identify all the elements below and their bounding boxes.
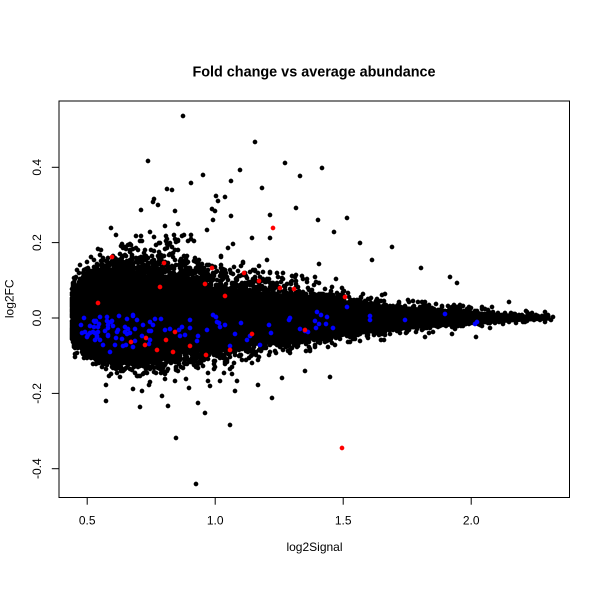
svg-text:log2FC: log2FC	[3, 279, 17, 318]
svg-text:-0.2: -0.2	[30, 383, 44, 404]
svg-text:0.0: 0.0	[30, 309, 44, 326]
svg-text:0.4: 0.4	[30, 159, 44, 176]
svg-text:log2Signal: log2Signal	[286, 540, 342, 554]
svg-text:1.5: 1.5	[335, 513, 352, 527]
svg-text:2.0: 2.0	[463, 513, 480, 527]
svg-text:Fold change vs average abundan: Fold change vs average abundance	[192, 65, 435, 81]
svg-text:-0.4: -0.4	[30, 458, 44, 479]
svg-text:0.2: 0.2	[30, 234, 44, 251]
svg-text:0.5: 0.5	[79, 513, 96, 527]
svg-text:1.0: 1.0	[207, 513, 224, 527]
